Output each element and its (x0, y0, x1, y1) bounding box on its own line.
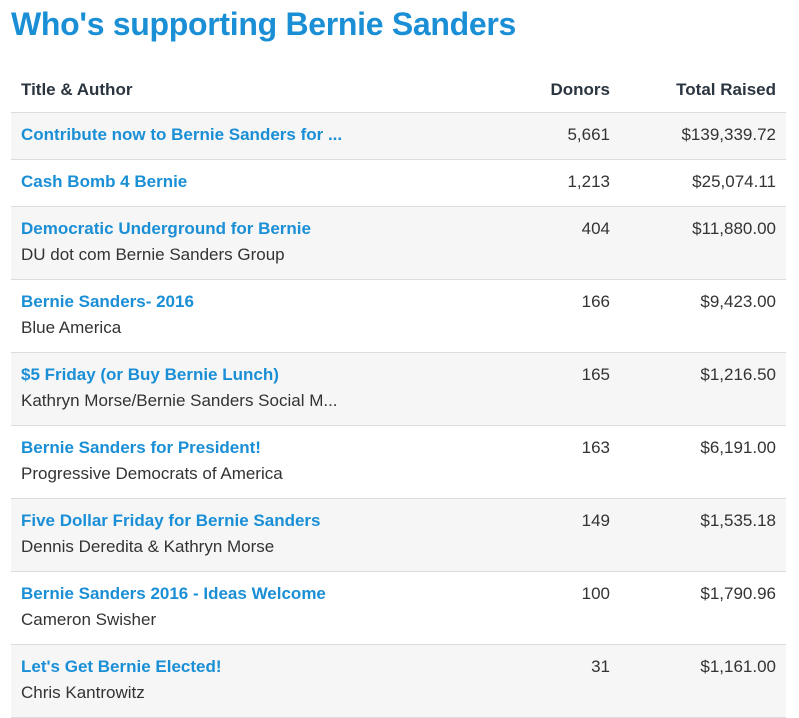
title-cell: Cash Bomb 4 Bernie (21, 172, 187, 192)
total-raised: $11,880.00 (692, 219, 776, 238)
fundraiser-link[interactable]: Let's Get Bernie Elected! (21, 657, 222, 676)
title-cell: Contribute now to Bernie Sanders for ... (21, 125, 342, 145)
donors: 163 (581, 438, 610, 457)
table-row: Bernie Sanders- 2016 Blue America 166 $9,42… (11, 280, 786, 353)
title-cell: Bernie Sanders 2016 - Ideas Welcome Camer… (21, 584, 326, 630)
fundraiser-link[interactable]: $5 Friday (or Buy Bernie Lunch) (21, 365, 279, 384)
author: Blue America (21, 318, 122, 337)
author: Chris Kantrowitz (21, 683, 145, 702)
total-raised: $6,191.00 (700, 438, 776, 457)
fundraiser-link[interactable]: Cash Bomb 4 Bernie (21, 172, 188, 191)
header-cell: Donors (550, 80, 611, 99)
author: Dennis Deredita & Kathryn Morse (21, 537, 275, 556)
donors: 31 (591, 657, 610, 676)
total-raised: $1,790.96 (700, 584, 776, 603)
table-row: $5 Friday (or Buy Bernie Lunch) Kathryn M… (11, 353, 786, 426)
table-row: Bernie Sanders for President! Progressive… (11, 426, 786, 499)
total-raised: $1,161.00 (700, 657, 776, 676)
header-cell: Title & Author (21, 80, 133, 99)
table-row: Five Dollar Friday for Bernie Sanders Den… (11, 499, 786, 572)
author: Cameron Swisher (21, 610, 157, 629)
title-cell: $5 Friday (or Buy Bernie Lunch) Kathryn M… (21, 365, 338, 411)
table-row: Let's Get Bernie Elected! Chris Kantrowit… (11, 645, 786, 718)
donors: 404 (581, 219, 610, 238)
table-row: Cash Bomb 4 Bernie 1,213 $25,074.11 (11, 160, 786, 207)
table-header: Title & Author Donors Total Raised (11, 68, 786, 113)
title-cell: Let's Get Bernie Elected! Chris Kantrowit… (21, 657, 222, 703)
title-cell: Bernie Sanders for President! Progressive… (21, 438, 283, 484)
author: DU dot com Bernie Sanders Group (21, 245, 285, 264)
donors: 1,213 (567, 172, 610, 191)
fundraiser-link[interactable]: Bernie Sanders 2016 - Ideas Welcome (21, 584, 326, 603)
author: Kathryn Morse/Bernie Sanders Social M... (21, 391, 338, 410)
title-cell: Democratic Underground for Bernie DU dot … (21, 219, 311, 265)
fundraiser-link[interactable]: Democratic Underground for Bernie (21, 219, 311, 238)
donors: 149 (581, 511, 610, 530)
fundraiser-link[interactable]: Bernie Sanders- 2016 (21, 292, 194, 311)
table: Title & Author Donors Total Raised Contr… (11, 68, 786, 718)
fundraiser-link[interactable]: Contribute now to Bernie Sanders for ... (21, 125, 343, 144)
total-raised: $1,535.18 (700, 511, 776, 530)
author: Progressive Democrats of America (21, 464, 283, 483)
page-title: Who's supporting Bernie Sanders (11, 6, 517, 42)
table-row: Bernie Sanders 2016 - Ideas Welcome Camer… (11, 572, 786, 645)
total-raised: $25,074.11 (692, 172, 776, 191)
total-raised: $1,216.50 (700, 365, 776, 384)
total-raised: $9,423.00 (700, 292, 776, 311)
table-row: Contribute now to Bernie Sanders for ...… (11, 113, 786, 160)
donors: 165 (581, 365, 610, 384)
title-cell: Bernie Sanders- 2016 Blue America (21, 292, 194, 338)
fundraiser-link[interactable]: Bernie Sanders for President! (21, 438, 261, 457)
title-cell: Five Dollar Friday for Bernie Sanders Den… (21, 511, 320, 557)
table-row: Democratic Underground for Bernie DU dot … (11, 207, 786, 280)
fundraiser-link[interactable]: Five Dollar Friday for Bernie Sanders (21, 511, 321, 530)
donors: 166 (581, 292, 610, 311)
donors: 100 (581, 584, 610, 603)
donors: 5,661 (567, 125, 610, 144)
header-cell: Total Raised (676, 80, 776, 99)
total-raised: $139,339.72 (681, 125, 776, 144)
